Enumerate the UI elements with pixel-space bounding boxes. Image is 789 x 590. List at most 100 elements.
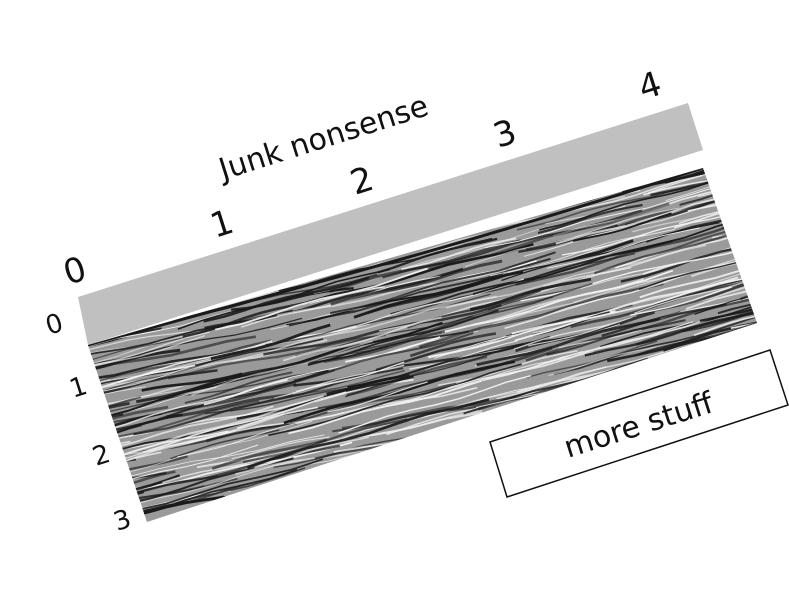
seismic-reflector [247, 467, 505, 522]
seismic-reflector [88, 334, 206, 387]
seismic-reflector [731, 190, 757, 237]
seismic-reflector [75, 523, 210, 547]
seismic-reflector [775, 118, 789, 186]
seismic-reflector [771, 141, 789, 167]
seismic-reflector [203, 378, 288, 406]
seismic-reflector [777, 282, 789, 330]
seismic-reflector [142, 391, 347, 454]
seismic-reflector [555, 168, 757, 245]
seismic-reflector [638, 312, 757, 356]
seismic-reflector [83, 543, 228, 574]
seismic-reflector [88, 413, 124, 434]
seismic-reflector [488, 286, 582, 311]
side-tick-2: 2 [89, 439, 114, 473]
seismic-reflector [746, 168, 757, 180]
seismic-reflector [553, 316, 756, 376]
seismic-reflector [772, 200, 789, 243]
seismic-reflector [482, 321, 694, 382]
top-tick-4: 4 [634, 64, 667, 109]
seismic-reflector [88, 331, 210, 385]
seismic-reflector [210, 323, 331, 361]
seismic-reflector [268, 363, 522, 437]
seismic-reflector [236, 406, 318, 430]
seismic-reflector [246, 398, 490, 469]
seismic-reflector [515, 220, 742, 286]
seismic-reflector [730, 303, 757, 330]
top-tick-0: 0 [59, 249, 92, 294]
seafloor-line [88, 168, 704, 347]
seismic-reflector [517, 368, 615, 393]
seismic-reflector [88, 335, 257, 385]
seismic-reflector [211, 438, 328, 471]
seismic-reflector [184, 371, 293, 404]
seismic-reflector [694, 229, 757, 315]
header-band [78, 103, 703, 345]
seismic-reflector [136, 343, 361, 404]
seismic-reflector [231, 436, 330, 460]
seismic-reflector [539, 181, 709, 231]
seismic-reflector [275, 473, 459, 512]
seismic-reflector [293, 331, 474, 382]
seismic-reflector [162, 442, 317, 484]
seismic-reflector [594, 214, 757, 275]
seismic-reflector [242, 418, 408, 464]
seismic-reflector [329, 239, 522, 293]
side-tick-0: 0 [42, 308, 67, 342]
seismic-reflector [418, 282, 664, 349]
seismic-reflector [367, 273, 504, 315]
seismic-reflector [664, 168, 757, 184]
seismic-reflector [189, 509, 307, 522]
seismic-reflector [88, 467, 306, 522]
seismic-reflector [270, 306, 373, 330]
seismic-reflector [784, 211, 789, 270]
seismic-reflector [88, 519, 236, 522]
seismic-reflector [344, 343, 524, 398]
seismic-reflector [434, 332, 525, 359]
seismic-reflector [682, 301, 757, 333]
seismic-reflector [88, 405, 274, 462]
seismic-reflector [285, 461, 488, 521]
seismic-reflector [409, 340, 518, 370]
seismic-reflector [542, 244, 707, 288]
seismic-reflector [699, 278, 757, 322]
top-tick-2: 2 [346, 159, 379, 204]
seismic-reflector [513, 317, 632, 350]
seismic-reflector [203, 276, 370, 323]
seismic-reflector [157, 321, 443, 402]
seismic-reflector [83, 545, 207, 574]
seismic-reflector [679, 168, 757, 206]
seismic-reflector [599, 299, 757, 348]
seismic-reflector [88, 349, 245, 412]
side-tick-3: 3 [110, 504, 135, 538]
seismic-reflector [548, 340, 684, 377]
seismic-reflector [401, 237, 517, 270]
seismic-reflector [251, 478, 526, 522]
seismic-reflector [354, 282, 593, 353]
seismic-reflector [764, 195, 789, 229]
top-tick-3: 3 [489, 112, 522, 157]
seismic-reflector [698, 168, 757, 197]
seismic-reflector [88, 514, 301, 522]
seismic-reflector [547, 227, 700, 269]
seismic-reflector [722, 168, 757, 230]
seismic-reflector [88, 364, 196, 403]
seismic-reflector [693, 307, 757, 337]
seismic-reflector [648, 168, 757, 194]
seismic-reflector [88, 400, 260, 458]
seismic-reflector [743, 219, 757, 271]
seismic-reflector [634, 259, 757, 314]
seismic-reflector [88, 365, 192, 413]
seismic-reflector [678, 172, 757, 225]
seismic-reflector [347, 335, 551, 389]
seismic-reflector [572, 212, 672, 242]
seismic-reflector [282, 316, 442, 362]
seismic-reflector [642, 251, 735, 275]
seismic-reflector [78, 539, 156, 558]
seismic-reflector [82, 554, 172, 573]
seismic-reflector [330, 251, 556, 315]
seismic-reflector [88, 302, 276, 364]
seismic-reflector [528, 324, 611, 347]
seismic-reflector [88, 385, 263, 445]
seismic-reflector [784, 225, 789, 302]
